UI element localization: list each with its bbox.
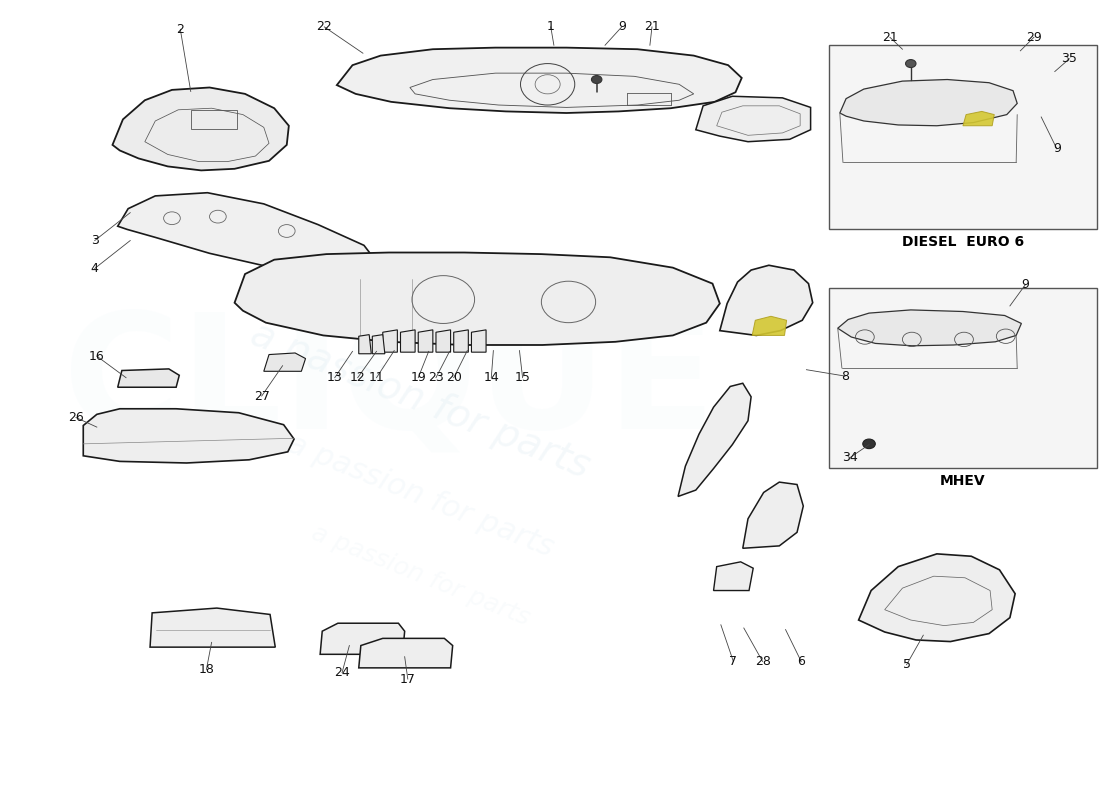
- Text: MHEV: MHEV: [940, 474, 986, 488]
- Text: 7: 7: [729, 655, 737, 668]
- Text: 13: 13: [327, 371, 342, 384]
- Polygon shape: [962, 111, 994, 126]
- Polygon shape: [472, 330, 486, 352]
- Text: 5: 5: [903, 658, 911, 671]
- Text: DIESEL  EURO 6: DIESEL EURO 6: [902, 235, 1024, 249]
- Text: 23: 23: [428, 371, 443, 384]
- Text: 2: 2: [176, 22, 184, 36]
- Polygon shape: [372, 334, 385, 354]
- Circle shape: [592, 75, 602, 83]
- Text: 34: 34: [843, 451, 858, 464]
- Text: 28: 28: [755, 655, 770, 668]
- Polygon shape: [839, 79, 1018, 126]
- Text: 9: 9: [1053, 142, 1060, 155]
- Text: 6: 6: [798, 655, 805, 668]
- Polygon shape: [859, 554, 1015, 642]
- Bar: [190, 110, 236, 129]
- Polygon shape: [678, 383, 751, 497]
- FancyBboxPatch shape: [829, 288, 1097, 468]
- Text: 8: 8: [842, 370, 849, 382]
- Polygon shape: [118, 369, 179, 387]
- Text: a passion for parts: a passion for parts: [283, 429, 558, 562]
- Text: 16: 16: [89, 350, 104, 362]
- Text: 35: 35: [1062, 52, 1077, 66]
- Text: 3: 3: [91, 234, 99, 247]
- Text: 12: 12: [350, 371, 365, 384]
- Text: 14: 14: [483, 371, 499, 384]
- Polygon shape: [84, 409, 294, 463]
- Text: 11: 11: [368, 371, 384, 384]
- Polygon shape: [719, 266, 813, 335]
- Polygon shape: [838, 310, 1022, 346]
- Text: 15: 15: [515, 371, 530, 384]
- Polygon shape: [752, 316, 786, 335]
- Text: 26: 26: [68, 411, 84, 424]
- Text: 4: 4: [91, 262, 99, 275]
- Text: a passion for parts: a passion for parts: [308, 521, 532, 630]
- Text: 22: 22: [317, 21, 332, 34]
- Polygon shape: [418, 330, 432, 352]
- Text: 9: 9: [1022, 278, 1030, 291]
- Polygon shape: [742, 482, 803, 548]
- Polygon shape: [383, 330, 397, 352]
- Text: 27: 27: [254, 390, 270, 402]
- Text: 18: 18: [198, 663, 214, 676]
- Circle shape: [862, 439, 876, 449]
- Text: 29: 29: [1026, 30, 1042, 44]
- Text: a passion for parts: a passion for parts: [245, 314, 595, 486]
- Polygon shape: [150, 608, 275, 647]
- Text: CLIQUE: CLIQUE: [63, 306, 715, 462]
- Text: 24: 24: [334, 666, 350, 679]
- Polygon shape: [400, 330, 415, 352]
- Polygon shape: [112, 87, 289, 170]
- Polygon shape: [118, 193, 374, 274]
- Polygon shape: [359, 334, 372, 354]
- Polygon shape: [234, 253, 719, 345]
- FancyBboxPatch shape: [829, 46, 1097, 229]
- Text: 1: 1: [547, 21, 554, 34]
- Polygon shape: [453, 330, 469, 352]
- Text: 20: 20: [446, 371, 462, 384]
- Polygon shape: [359, 638, 453, 668]
- Polygon shape: [337, 48, 741, 113]
- Text: 21: 21: [882, 30, 898, 44]
- Text: 19: 19: [410, 371, 426, 384]
- Polygon shape: [436, 330, 451, 352]
- Polygon shape: [714, 562, 754, 590]
- Polygon shape: [696, 96, 811, 142]
- Circle shape: [905, 59, 916, 67]
- Text: 9: 9: [618, 21, 626, 34]
- Polygon shape: [320, 623, 405, 654]
- Text: 21: 21: [645, 21, 660, 34]
- Text: 17: 17: [400, 673, 416, 686]
- Polygon shape: [264, 353, 306, 371]
